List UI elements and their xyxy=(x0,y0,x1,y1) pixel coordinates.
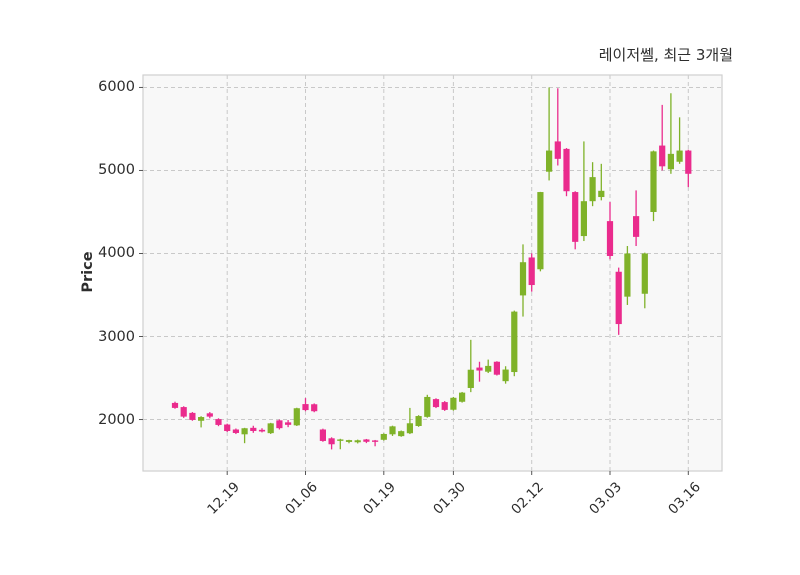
y-tick-label: 5000 xyxy=(98,162,135,179)
candle-body-down xyxy=(441,402,448,410)
candle-body-up xyxy=(580,201,587,237)
candle-body-up xyxy=(537,192,544,270)
candle-body-down xyxy=(493,361,500,375)
candle-body-down xyxy=(606,221,614,256)
candle-body-up xyxy=(467,369,474,388)
candle-body-up xyxy=(667,153,674,170)
candle-body-down xyxy=(633,216,640,237)
candle-body-up xyxy=(546,150,553,172)
y-tick-label: 4000 xyxy=(98,245,135,262)
candle-body-up xyxy=(485,365,492,372)
candle-body-up xyxy=(241,428,248,435)
y-tick-label: 6000 xyxy=(98,79,135,96)
candle-body-down xyxy=(302,404,309,411)
y-tick-label: 2000 xyxy=(98,411,135,428)
candle-body-up xyxy=(511,311,518,373)
candle-body-down xyxy=(189,412,196,420)
candle-body-down xyxy=(432,399,440,408)
candle-body-down xyxy=(180,407,187,417)
candle-body-down xyxy=(232,429,239,433)
candle-body-down xyxy=(554,141,561,159)
candle-body-up xyxy=(345,440,353,442)
candle-body-up xyxy=(337,439,344,441)
candle-body-down xyxy=(476,367,483,371)
candle-body-up xyxy=(641,253,648,294)
candle-body-up xyxy=(293,408,300,426)
candle-body-down xyxy=(572,192,579,242)
candle-body-down xyxy=(363,439,370,442)
candle-body-down xyxy=(311,404,318,412)
candle-body-down xyxy=(171,402,179,408)
candle-body-up xyxy=(519,262,527,296)
candle-body-up xyxy=(389,426,396,435)
candle-body-down xyxy=(528,257,535,286)
candle-body-down xyxy=(224,424,231,431)
candle-body-up xyxy=(198,417,205,421)
candle-body-down xyxy=(372,440,379,442)
plot-background xyxy=(143,75,722,471)
chart-title: 레이저쎌, 최근 3개월 xyxy=(598,46,733,64)
candle-body-up xyxy=(354,440,361,443)
candle-body-up xyxy=(624,253,631,297)
candle-body-down xyxy=(328,438,335,445)
candle-body-down xyxy=(615,271,622,325)
candle-body-down xyxy=(258,429,266,432)
y-tick-label: 3000 xyxy=(98,328,135,345)
candle-body-down xyxy=(685,150,692,174)
candle-body-down xyxy=(563,148,570,192)
candle-body-up xyxy=(267,423,274,434)
candle-body-down xyxy=(215,419,222,425)
candle-body-down xyxy=(250,427,257,431)
candle-body-up xyxy=(450,397,457,410)
candle-body-up xyxy=(380,433,387,440)
candle-body-down xyxy=(285,422,292,425)
candle-body-down xyxy=(659,145,666,167)
candle-body-up xyxy=(650,151,657,212)
candle-body-up xyxy=(424,396,431,417)
candle-body-down xyxy=(276,420,283,429)
candle-body-up xyxy=(598,190,605,198)
candle-body-up xyxy=(459,392,466,402)
candle-body-up xyxy=(589,177,596,202)
plot-border xyxy=(142,74,723,472)
candle-body-down xyxy=(206,413,213,417)
candle-body-down xyxy=(319,429,326,441)
candle-body-up xyxy=(502,369,509,382)
candle-body-up xyxy=(415,416,422,427)
candle-body-up xyxy=(398,431,405,437)
candle-body-up xyxy=(406,423,413,434)
candle-body-up xyxy=(676,150,683,162)
